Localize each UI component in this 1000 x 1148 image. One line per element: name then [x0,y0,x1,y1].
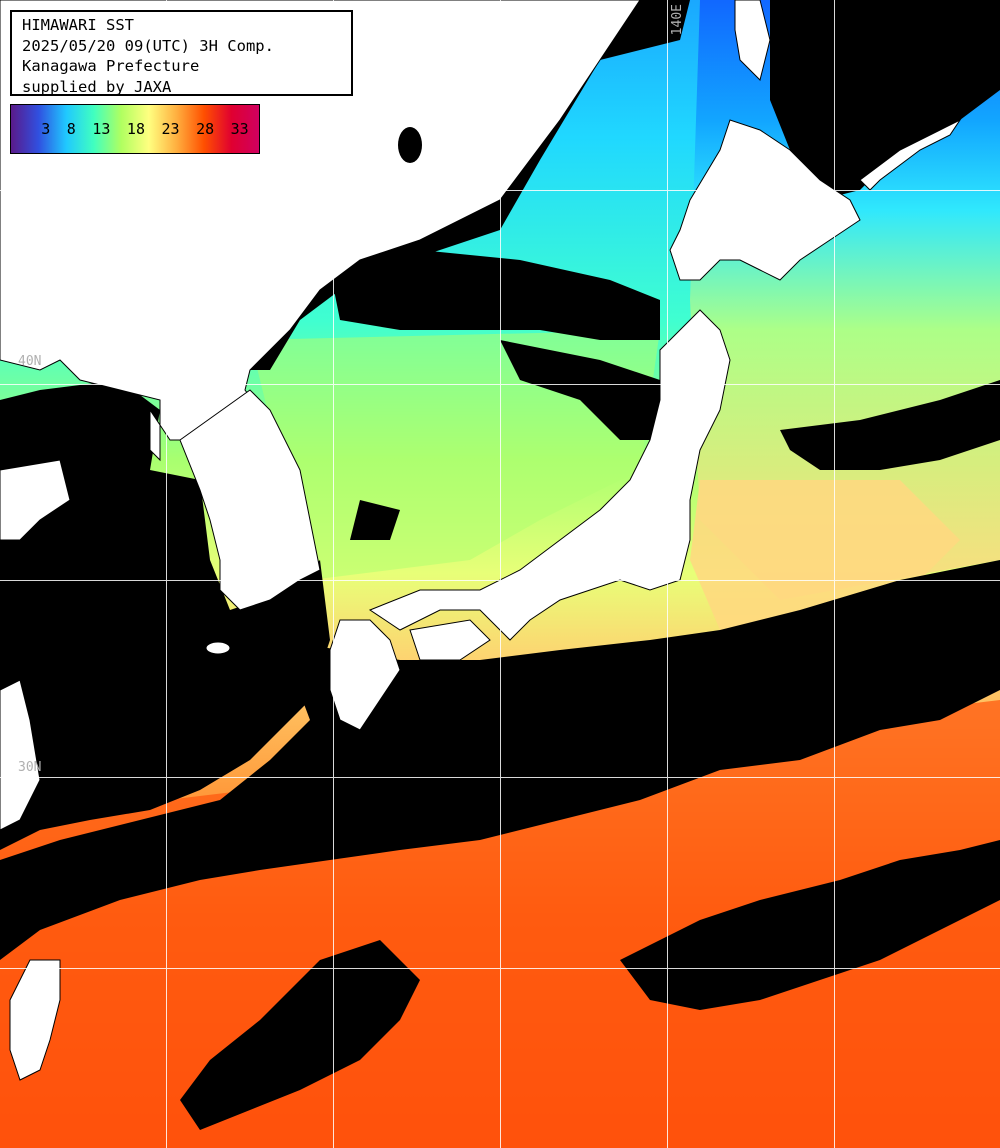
map-title-box: HIMAWARI SST 2025/05/20 09(UTC) 3H Comp.… [10,10,353,96]
kuril-islands [859,118,962,191]
latitude-label-40n: 40N [18,354,42,369]
jeju-island [205,641,231,655]
map-region: Kanagawa Prefecture [22,57,200,75]
scale-tick-label: 33 [230,120,249,138]
shikoku [409,619,491,661]
scale-tick-label: 3 [41,120,51,138]
latitude-label-30n: 30N [18,760,42,775]
scale-tick-label: 8 [66,120,76,138]
color-scale-ticks: 3 8 13 18 23 28 33 [11,105,259,153]
map-credit: supplied by JAXA [22,77,172,96]
color-scale-legend: 3 8 13 18 23 28 33 [10,104,260,154]
kyushu [329,619,401,731]
scale-tick-label: 28 [196,120,215,138]
scale-tick-label: 13 [92,120,111,138]
sakhalin [734,0,771,81]
longitude-label: 140E [670,4,685,36]
hokkaido [669,119,861,281]
korean-peninsula [179,389,321,611]
taiwan [9,959,61,1081]
china-coast-south [0,679,41,831]
honshu [368,309,731,641]
map-timestamp: 2025/05/20 09(UTC) 3H Comp. [22,36,274,55]
scale-tick-label: 18 [126,120,145,138]
scale-tick-label: 23 [161,120,180,138]
dark-islet [398,127,422,163]
map-title: HIMAWARI SST [22,16,134,34]
china-coast-north [0,459,71,541]
